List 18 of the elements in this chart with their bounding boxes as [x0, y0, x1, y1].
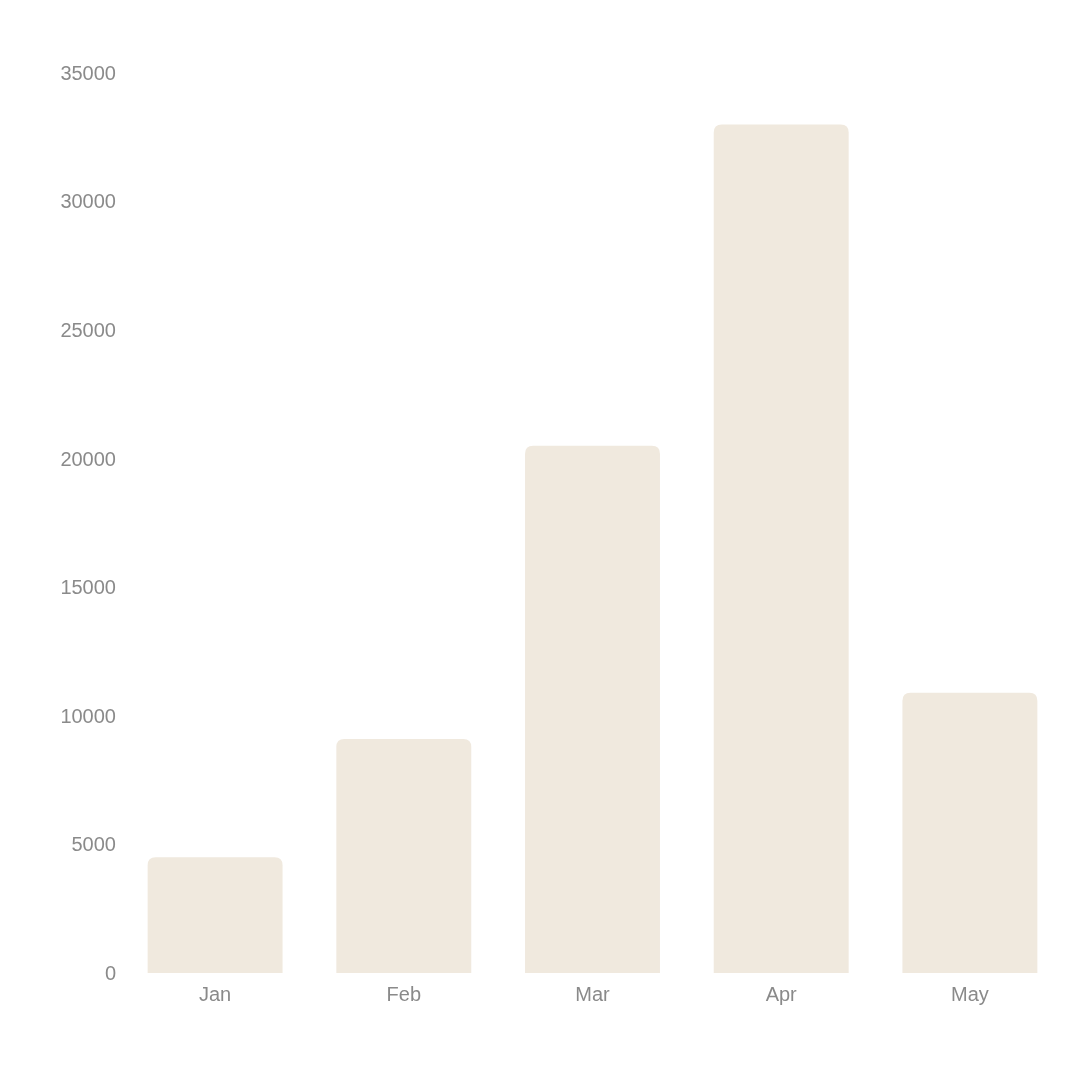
y-tick-label: 25000 [60, 319, 116, 342]
bar [713, 124, 849, 973]
x-tick-label: Feb [386, 983, 422, 1006]
bar [902, 692, 1038, 973]
y-tick-label: 30000 [60, 190, 116, 213]
x-tick-label: Jan [198, 983, 232, 1006]
y-tick-label: 35000 [60, 61, 116, 84]
x-tick-label: Mar [575, 983, 611, 1006]
y-tick-label: 0 [104, 961, 116, 984]
x-tick-label: May [951, 983, 989, 1006]
y-tick-label: 10000 [60, 704, 116, 727]
y-tick-label: 20000 [60, 447, 116, 470]
bar [147, 857, 283, 973]
bar [525, 445, 660, 973]
y-tick-label: 15000 [60, 576, 116, 599]
x-tick-label: Apr [765, 983, 798, 1006]
bar [336, 739, 472, 973]
y-tick-label: 5000 [71, 833, 116, 856]
